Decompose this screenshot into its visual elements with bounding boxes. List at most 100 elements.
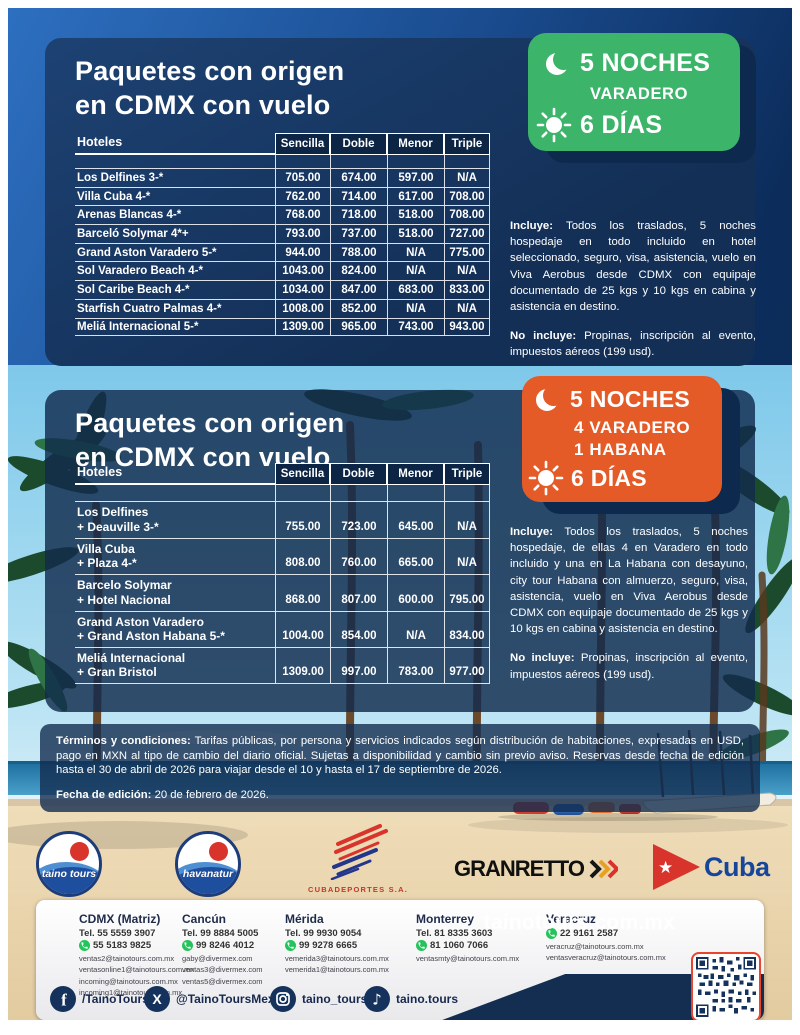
- hotel-combo-name: Los Delfines + Deauville 3-*: [75, 501, 275, 538]
- office-email[interactable]: veracruz@tainotours.com.mx: [546, 942, 644, 951]
- table-row: Sol Varadero Beach 4-* 1043.00 824.00 N/…: [75, 261, 490, 281]
- taino-tours-logo: taino tours: [36, 831, 102, 897]
- website-url[interactable]: tainotours.com.mx: [483, 911, 675, 934]
- includes-block-2: Incluye: Todos los traslados, 5 noches h…: [510, 524, 748, 683]
- price-triple: 775.00: [444, 242, 490, 262]
- hotel-name-2: + Gran Bristol: [77, 665, 157, 679]
- hotel-name: Meliá Internacional 5-*: [75, 317, 275, 337]
- col-header-triple: Triple: [444, 133, 490, 155]
- table-row: Barcelo Solymar + Hotel Nacional 868.00 …: [75, 574, 490, 611]
- table-row: Villa Cuba 4-* 762.00 714.00 617.00 708.…: [75, 186, 490, 206]
- price-doble: 760.00: [330, 537, 387, 574]
- office-email[interactable]: incoming@tainotours.com.mx: [79, 976, 178, 986]
- hotel-name-2: + Grand Aston Habana 5-*: [77, 629, 225, 643]
- price-triple: 795.00: [444, 574, 490, 611]
- office-city: Monterrey: [416, 912, 475, 926]
- table-row: Meliá Internacional 5-* 1309.00 965.00 7…: [75, 317, 490, 337]
- office-city: CDMX (Matriz): [79, 912, 161, 926]
- instagram-icon[interactable]: [270, 986, 296, 1012]
- qr-code[interactable]: [691, 952, 761, 1020]
- price-triple: N/A: [444, 501, 490, 538]
- col-header-triple: Triple: [444, 463, 490, 485]
- office-whatsapp: 81 1060 7066: [430, 940, 489, 951]
- cuba-triangle-icon: ★: [653, 844, 700, 890]
- tiktok-icon[interactable]: ♪: [364, 986, 390, 1012]
- office-email[interactable]: vemerida3@tainotours.com.mx: [285, 954, 389, 963]
- office-city: Veracruz: [546, 912, 597, 926]
- table-row: Meliá Internacional + Gran Bristol 1309.…: [75, 647, 490, 684]
- havanatur-logo-text: havanatur: [182, 868, 234, 880]
- wave-shape: [39, 867, 99, 894]
- office-whatsapp: 22 9161 2587: [560, 928, 619, 939]
- office-email[interactable]: ventasonline1@tainotours.com.mx: [79, 965, 195, 975]
- office-email[interactable]: gaby@divermex.com: [182, 954, 253, 963]
- price-menor: 645.00: [387, 501, 444, 538]
- col-header-menor: Menor: [387, 463, 444, 485]
- cuba-logo-text: Cuba: [704, 851, 770, 882]
- no-incluye-text: Propinas, inscripción al evento, impuest…: [510, 330, 756, 359]
- instagram-link[interactable]: taino_tours: [270, 986, 367, 1012]
- sun-dot-icon: [70, 842, 89, 861]
- badge-5-noches-varadero-habana: 5 NOCHES 4 VARADERO 1 HABANA 6 DÍAS: [522, 376, 722, 502]
- price-sencilla: 808.00: [275, 537, 330, 574]
- price-sencilla: 1034.00: [275, 280, 330, 299]
- badge-nights: 5 NOCHES: [570, 386, 690, 412]
- office-tel: Tel. 55 5559 3907: [79, 928, 156, 939]
- includes-block-1: Incluye: Todos los traslados, 5 noches h…: [510, 218, 756, 361]
- facebook-icon[interactable]: f: [50, 986, 76, 1012]
- contact-box: CDMX (Matriz) Tel. 55 5559 3907 55 5183 …: [36, 900, 764, 1020]
- x-handle[interactable]: @TainoToursMex: [176, 992, 275, 1006]
- hotel-name: Starfish Cuatro Palmas 4-*: [75, 298, 275, 318]
- office-tel: Tel. 99 9930 9054: [285, 928, 362, 939]
- incluye-label: Incluye:: [510, 526, 554, 538]
- poster: 5 NOCHES VARADERO 6 DÍAS Paquetes con or…: [8, 8, 792, 1020]
- hotel-name-1: Barcelo Solymar: [77, 578, 172, 592]
- office-email[interactable]: incoming1@tainotours.com.mx: [79, 987, 183, 997]
- hotel-name: Barceló Solymar 4*+: [75, 224, 275, 243]
- office-city: Cancún: [182, 912, 227, 926]
- office-email[interactable]: ventas5@divermex.com: [182, 976, 263, 986]
- price-triple: 727.00: [444, 224, 490, 243]
- sun-icon: [528, 460, 564, 496]
- price-sencilla: 768.00: [275, 205, 330, 225]
- price-sencilla: 793.00: [275, 224, 330, 243]
- cuba-logo: ★ Cuba: [653, 844, 770, 890]
- whatsapp-icon: [79, 940, 90, 951]
- col-header-doble: Doble: [330, 463, 387, 485]
- col-header-doble: Doble: [330, 133, 387, 155]
- whatsapp-icon: [416, 940, 427, 951]
- facebook-link[interactable]: f /TainoTours: [50, 986, 149, 1012]
- col-header-hoteles: Hoteles: [75, 463, 275, 485]
- svg-text:♪: ♪: [372, 991, 382, 1009]
- table-row: Villa Cuba + Plaza 4-* 808.00 760.00 665…: [75, 537, 490, 574]
- price-doble: 737.00: [330, 224, 387, 243]
- badge-nights: 5 NOCHES: [580, 49, 711, 77]
- hotel-name-1: Meliá Internacional: [77, 651, 186, 665]
- office-email[interactable]: vemerida1@tainotours.com.mx: [285, 965, 389, 975]
- x-link[interactable]: X @TainoToursMex: [144, 986, 275, 1012]
- price-menor: N/A: [387, 610, 444, 647]
- incluye-text: Todos los traslados, 5 noches hospedaje …: [510, 220, 756, 313]
- office-email[interactable]: ventasveracruz@tainotours.com.mx: [546, 953, 666, 963]
- chevrons-icon: [589, 859, 618, 879]
- tiktok-handle[interactable]: taino.tours: [396, 992, 458, 1006]
- instagram-handle[interactable]: taino_tours: [302, 992, 368, 1006]
- price-menor: N/A: [387, 242, 444, 262]
- tiktok-link[interactable]: ♪ taino.tours: [364, 986, 458, 1012]
- x-icon[interactable]: X: [144, 986, 170, 1012]
- no-incluye-label: No incluye:: [510, 330, 577, 343]
- price-sencilla: 1043.00: [275, 261, 330, 281]
- edition-date-text: 20 de febrero de 2026.: [154, 788, 269, 801]
- table-row: Los Delfines + Deauville 3-* 755.00 723.…: [75, 501, 490, 538]
- wave-shape: [178, 867, 238, 894]
- hotel-name-2: + Deauville 3-*: [77, 519, 159, 534]
- office-email[interactable]: ventasmty@tainotours.com.mx: [416, 954, 520, 963]
- office-email[interactable]: ventas2@tainotours.com.mx: [79, 954, 175, 963]
- price-sencilla: 944.00: [275, 242, 330, 262]
- title-line2: en CDMX con vuelo: [75, 90, 331, 120]
- price-doble: 997.00: [330, 647, 387, 684]
- office-email[interactable]: ventas3@divermex.com: [182, 965, 263, 975]
- facebook-handle[interactable]: /TainoTours: [82, 992, 149, 1006]
- price-triple: 977.00: [444, 647, 490, 684]
